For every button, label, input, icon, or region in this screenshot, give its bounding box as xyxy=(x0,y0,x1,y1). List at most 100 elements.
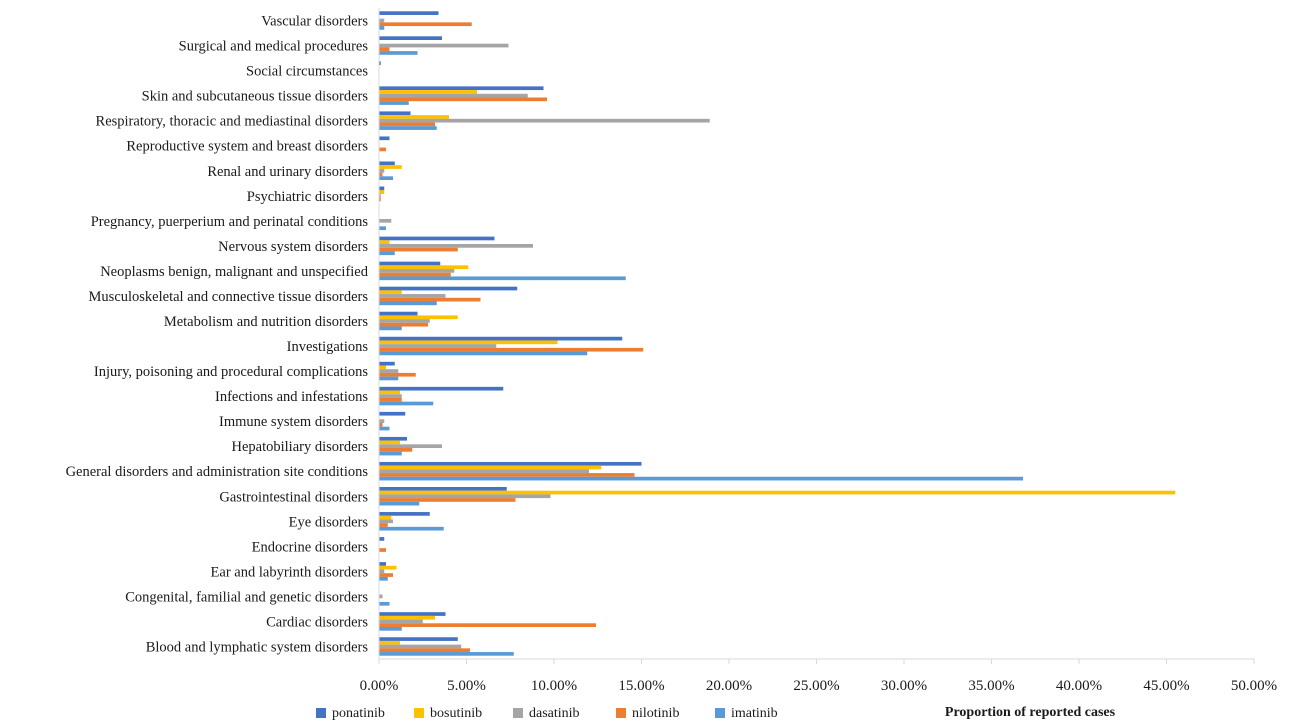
bar-dasatinib xyxy=(379,494,551,499)
bar-bosutinib xyxy=(379,290,402,295)
bar-bosutinib xyxy=(379,265,469,270)
bar-imatinib xyxy=(379,576,388,581)
bar-dasatinib xyxy=(379,168,385,173)
bar-bosutinib xyxy=(379,365,386,370)
bar-bosutinib xyxy=(379,640,400,645)
bar-nilotinib xyxy=(379,548,386,552)
bar-imatinib xyxy=(379,226,386,231)
bar-dasatinib xyxy=(379,118,710,123)
bar-ponatinib xyxy=(379,36,442,41)
bar-ponatinib xyxy=(379,186,385,191)
category-label: General disorders and administration sit… xyxy=(66,464,369,480)
bar-ponatinib xyxy=(379,286,518,291)
category-label: Endocrine disorders xyxy=(252,539,369,555)
category-label: Musculoskeletal and connective tissue di… xyxy=(89,289,369,305)
bar-dasatinib xyxy=(379,43,509,48)
bar-ponatinib xyxy=(379,512,430,516)
bar-nilotinib xyxy=(379,247,458,252)
legend-label-imatinib: imatinib xyxy=(731,706,778,721)
bar-nilotinib xyxy=(379,197,381,202)
category-label: Ear and labyrinth disorders xyxy=(211,564,369,580)
bar-nilotinib xyxy=(379,147,386,152)
bar-bosutinib xyxy=(379,565,397,570)
bar-imatinib xyxy=(379,26,385,30)
bar-ponatinib xyxy=(379,436,407,441)
bar-ponatinib xyxy=(379,461,642,466)
category-label: Investigations xyxy=(287,339,369,355)
bar-ponatinib xyxy=(379,562,386,566)
bar-dasatinib xyxy=(379,419,385,423)
bar-nilotinib xyxy=(379,172,383,177)
bar-bosutinib xyxy=(379,165,402,169)
x-axis-tick-labels: 0.00% 5.00% 10.00% 15.00% 20.00% 25.00% 30.00%… xyxy=(360,659,1277,694)
bar-imatinib xyxy=(379,451,402,456)
bar-nilotinib xyxy=(379,122,435,127)
category-label: Hepatobiliary disorders xyxy=(231,439,368,455)
bar-ponatinib xyxy=(379,386,504,391)
bar-imatinib xyxy=(379,326,402,331)
bar-nilotinib xyxy=(379,573,393,577)
category-labels: Vascular disorders Surgical and medical p… xyxy=(66,14,369,656)
bar-dasatinib xyxy=(379,294,446,298)
bar-imatinib xyxy=(379,126,437,130)
bar-bosutinib xyxy=(379,440,400,445)
bar-imatinib xyxy=(379,301,437,306)
category-label: Blood and lymphatic system disorders xyxy=(146,639,369,655)
category-label: Metabolism and nutrition disorders xyxy=(164,314,369,330)
category-label: Immune system disorders xyxy=(219,414,368,430)
bar-ponatinib xyxy=(379,311,418,316)
bar-imatinib xyxy=(379,101,409,105)
bar-bosutinib xyxy=(379,490,1176,495)
bar-imatinib xyxy=(379,652,514,656)
bar-dasatinib xyxy=(379,244,533,248)
legend-swatch-nilotinib xyxy=(616,708,626,718)
category-label: Surgical and medical procedures xyxy=(179,39,369,55)
bar-nilotinib xyxy=(379,397,402,402)
x-tick-label: 25.00% xyxy=(793,678,839,694)
bar-ponatinib xyxy=(379,361,395,366)
bar-ponatinib xyxy=(379,161,395,166)
legend-label-nilotinib: nilotinib xyxy=(632,706,679,721)
category-label: Social circumstances xyxy=(246,64,368,80)
bar-imatinib xyxy=(379,351,588,356)
bar-ponatinib xyxy=(379,86,544,91)
category-label: Gastrointestinal disorders xyxy=(219,489,368,505)
plot-area xyxy=(378,8,1254,660)
legend-swatch-imatinib xyxy=(715,708,725,718)
bar-dasatinib xyxy=(379,394,402,398)
x-tick-label: 35.00% xyxy=(968,678,1014,694)
bar-ponatinib xyxy=(379,411,406,416)
bar-nilotinib xyxy=(379,648,470,653)
bar-dasatinib xyxy=(379,193,381,198)
bar-imatinib xyxy=(379,601,390,606)
bar-dasatinib xyxy=(379,93,528,98)
bar-bosutinib xyxy=(379,340,558,345)
x-axis-title: Proportion of reported cases xyxy=(945,705,1116,720)
legend-swatch-bosutinib xyxy=(414,708,424,718)
category-label: Reproductive system and breast disorders xyxy=(126,139,368,155)
bar-nilotinib xyxy=(379,372,416,377)
legend-label-ponatinib: ponatinib xyxy=(332,706,385,721)
x-tick-label: 5.00% xyxy=(447,678,486,694)
bar-ponatinib xyxy=(379,336,623,341)
bar-imatinib xyxy=(379,626,402,631)
x-tick-label: 45.00% xyxy=(1143,678,1189,694)
bar-dasatinib xyxy=(379,444,442,449)
bar-nilotinib xyxy=(379,422,383,427)
bar-nilotinib xyxy=(379,347,644,352)
x-tick-label: 50.00% xyxy=(1231,678,1277,694)
bar-imatinib xyxy=(379,501,420,506)
bar-ponatinib xyxy=(379,487,507,491)
category-label: Renal and urinary disorders xyxy=(207,164,368,180)
x-tick-label: 20.00% xyxy=(706,678,752,694)
bar-ponatinib xyxy=(379,261,441,266)
bar-dasatinib xyxy=(379,18,385,23)
category-label: Pregnancy, puerperium and perinatal cond… xyxy=(91,214,369,230)
bar-dasatinib xyxy=(379,619,423,624)
category-label: Nervous system disorders xyxy=(218,239,368,255)
bar-ponatinib xyxy=(379,637,458,641)
bar-nilotinib xyxy=(379,473,635,477)
bar-dasatinib xyxy=(379,344,497,348)
category-label: Skin and subcutaneous tissue disorders xyxy=(142,89,369,105)
